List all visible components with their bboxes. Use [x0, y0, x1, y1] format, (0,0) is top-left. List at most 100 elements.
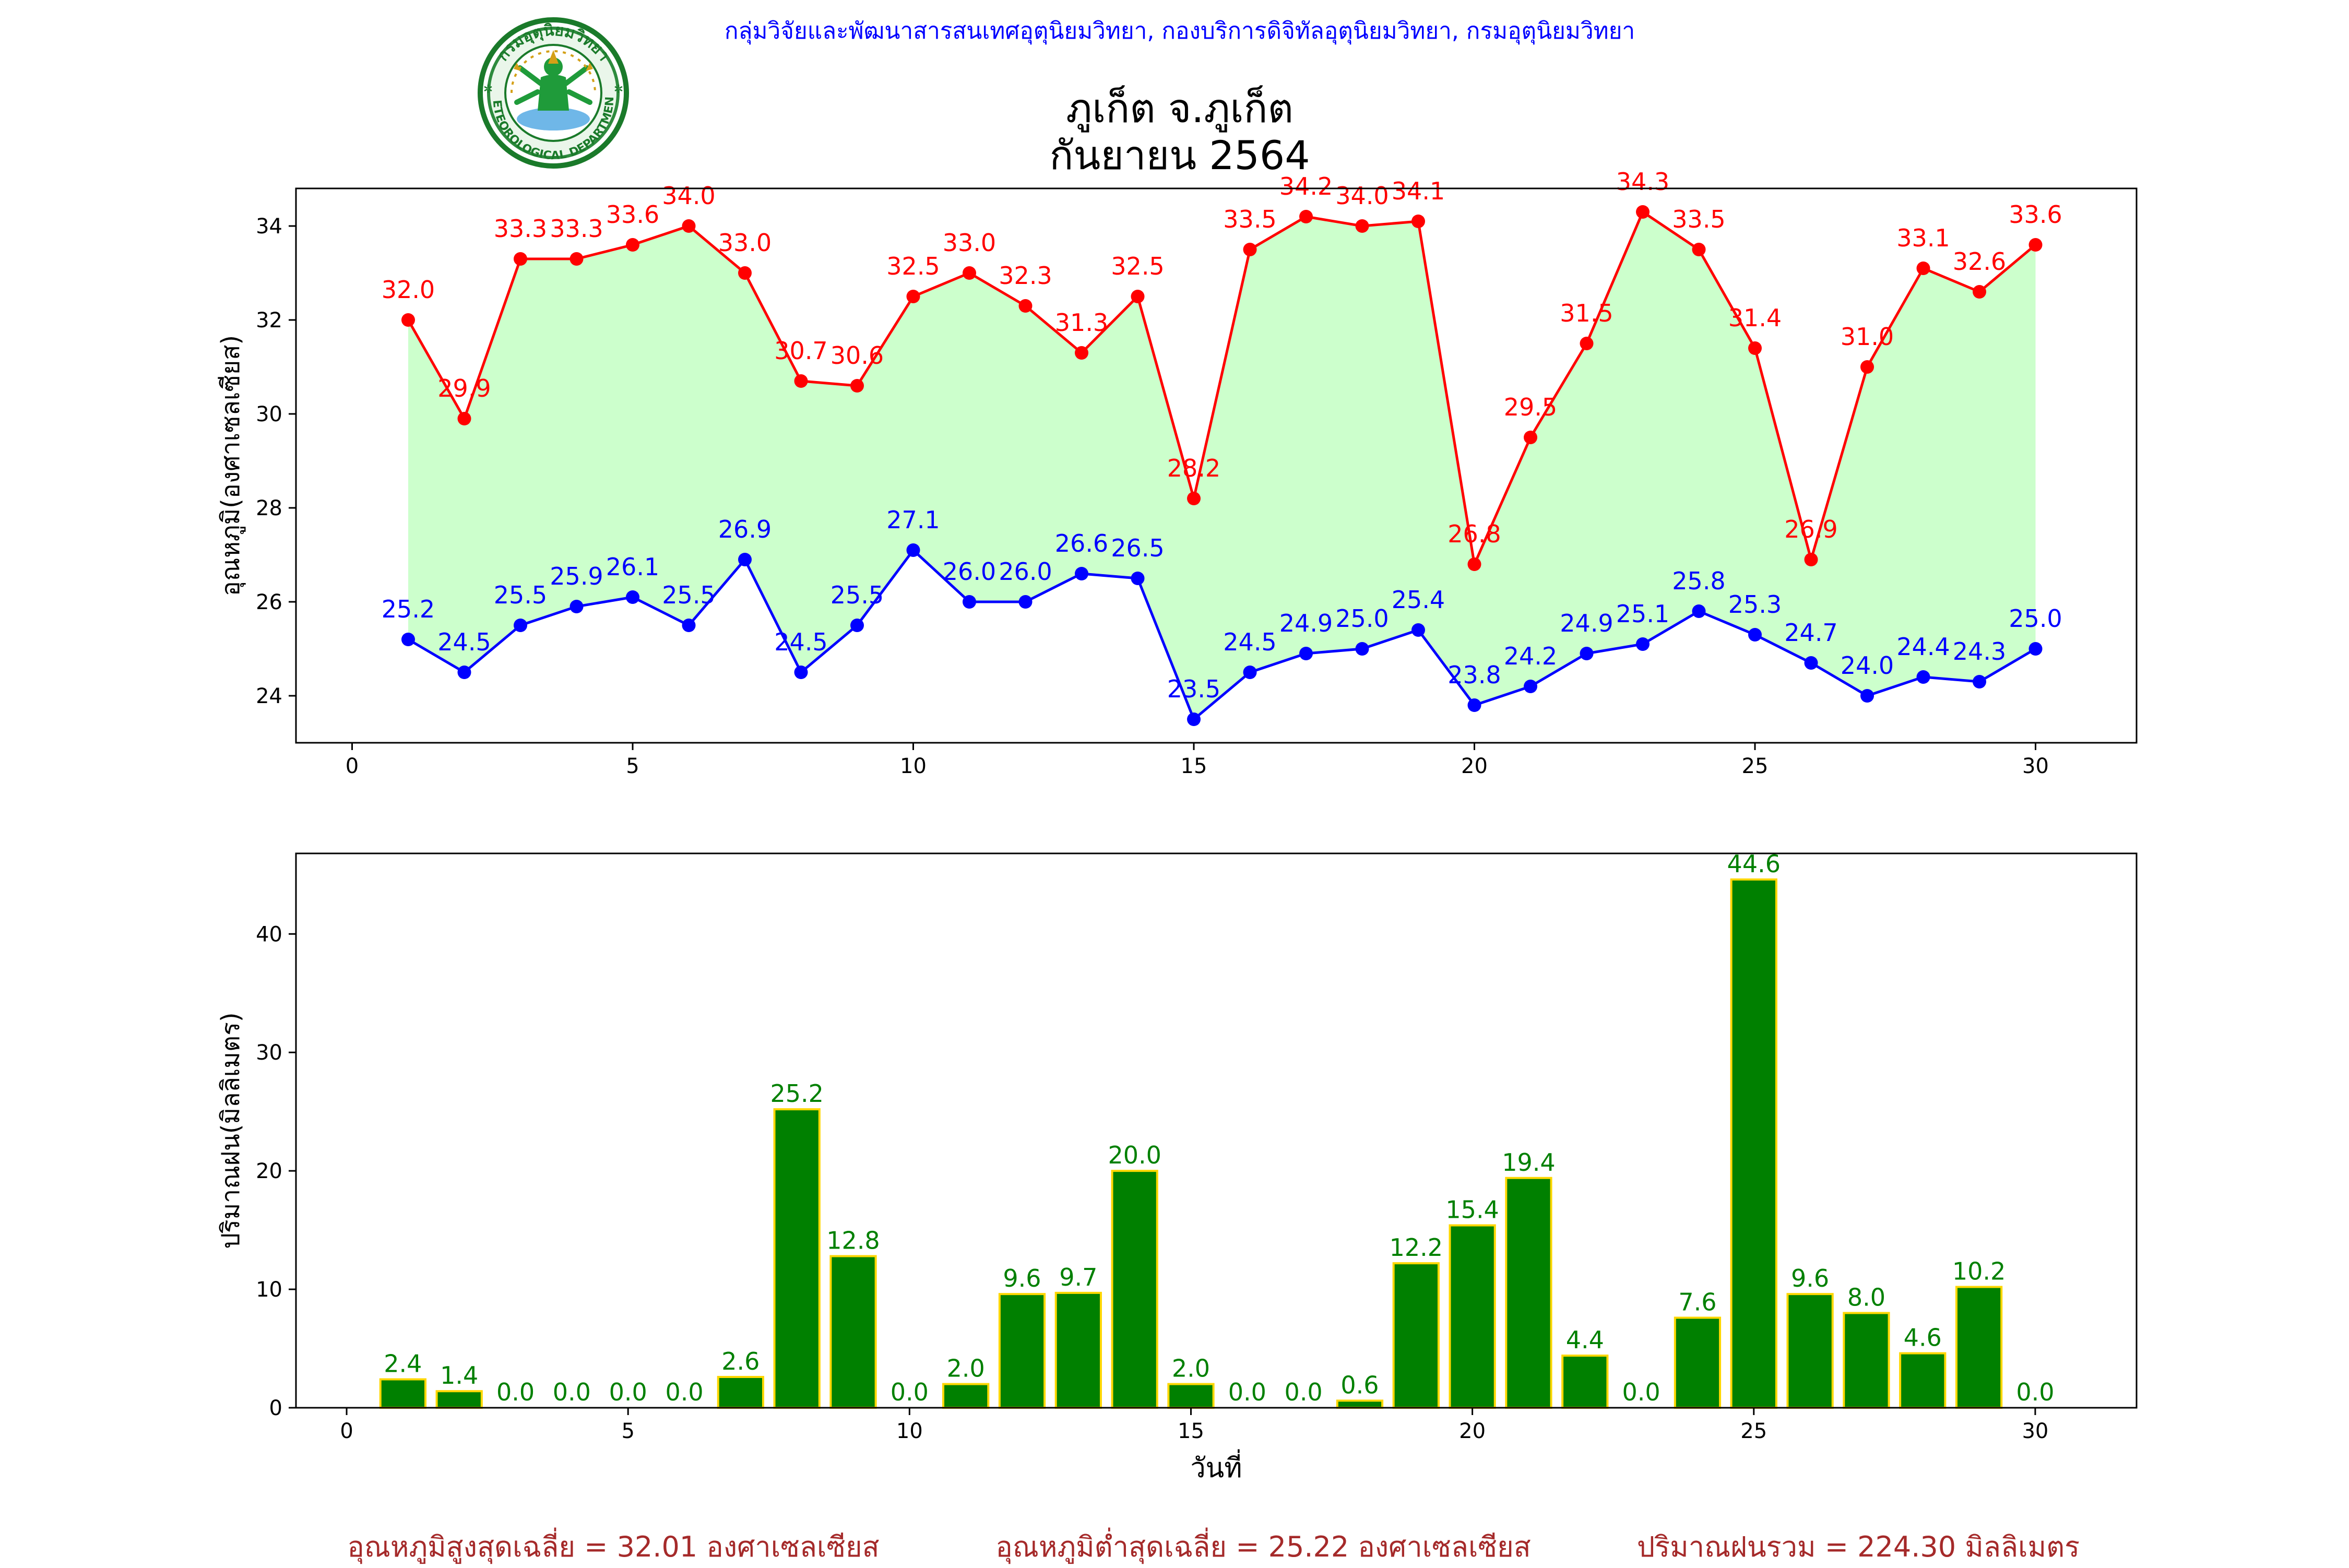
rainfall-data-label: 20.0: [1108, 1141, 1161, 1169]
rainfall-bar: [829, 1255, 877, 1409]
rainfall-bar: [1786, 1293, 1834, 1409]
max-temperature-data-label: 32.0: [382, 276, 435, 304]
min-temperature-point: [963, 595, 976, 609]
rainfall-data-label: 2.0: [947, 1355, 985, 1383]
min-temperature-point: [850, 619, 864, 632]
rainfall-data-label: 9.6: [1791, 1264, 1829, 1292]
min-temperature-data-label: 26.5: [1111, 534, 1164, 562]
rainfall-x-axis-label: วันที่: [1190, 1449, 1242, 1484]
rainfall-data-label: 0.0: [1622, 1378, 1660, 1406]
rainfall-data-label: 12.2: [1390, 1233, 1443, 1262]
logo-star-right: ✲: [614, 83, 623, 96]
min-temperature-point: [1860, 689, 1874, 703]
temperature-y-tick-label: 32: [256, 308, 282, 332]
rainfall-data-label: 4.6: [1904, 1324, 1942, 1352]
rainfall-bar: [1392, 1262, 1440, 1409]
min-temperature-point: [1411, 623, 1425, 637]
max-temperature-data-label: 34.3: [1616, 168, 1669, 196]
max-temperature-data-label: 30.7: [774, 337, 827, 365]
min-temperature-data-label: 23.5: [1167, 675, 1220, 703]
rainfall-data-label: 0.0: [609, 1378, 647, 1406]
temperature-x-tick-label: 10: [900, 754, 927, 778]
temperature-x-tick-label: 0: [346, 754, 359, 778]
max-temperature-point: [794, 374, 808, 388]
temperature-y-tick-label: 34: [256, 215, 282, 239]
rainfall-data-label: 0.6: [1340, 1371, 1379, 1399]
max-temperature-point: [1580, 337, 1594, 350]
max-temperature-point: [1692, 243, 1706, 256]
rainfall-data-label: 19.4: [1502, 1148, 1555, 1177]
rainfall-data-label: 2.6: [721, 1347, 760, 1375]
max-temperature-data-label: 29.9: [437, 374, 491, 402]
organization-line: กลุ่มวิจัยและพัฒนาสารสนเทศอุตุนิยมวิทยา,…: [725, 18, 1635, 45]
min-temperature-point: [626, 590, 639, 604]
min-temperature-point: [1580, 647, 1594, 660]
rainfall-bar: [1843, 1312, 1890, 1409]
rainfall-y-tick-label: 20: [256, 1159, 282, 1183]
rainfall-bar: [1505, 1177, 1552, 1409]
rainfall-bar: [1449, 1224, 1496, 1409]
min-temperature-data-label: 24.7: [1784, 619, 1837, 647]
temperature-chart: 32.029.933.3 33.3 33.634.033.030.7 30.632.5…: [216, 168, 2138, 778]
rainfall-chart: 2.4 1.4 0.0 0.0 0.0 0.0 2.6 25.2 12.8 0.0 2.0 9.6 9.…: [216, 850, 2138, 1484]
min-temperature-data-label: 25.9: [550, 562, 603, 590]
rainfall-bar: [1336, 1399, 1384, 1409]
min-temperature-point: [1524, 680, 1537, 693]
rainfall-data-label: 0.0: [891, 1378, 929, 1406]
max-temperature-data-label: 31.0: [1841, 323, 1894, 351]
rainfall-data-label: 44.6: [1727, 850, 1781, 878]
rainfall-data-label: 15.4: [1445, 1196, 1499, 1224]
temperature-x-tick-label: 25: [1742, 754, 1769, 778]
temperature-y-tick-label: 28: [256, 496, 282, 520]
rainfall-bar: [1111, 1170, 1158, 1409]
rainfall-bar: [435, 1390, 483, 1409]
temperature-y-tick-label: 30: [256, 402, 282, 426]
rainfall-data-label: 9.6: [1003, 1264, 1041, 1292]
max-temperature-point: [1467, 557, 1481, 571]
rainfall-data-label: 2.4: [384, 1350, 422, 1378]
min-temperature-point: [1131, 572, 1145, 585]
min-temperature-data-label: 24.3: [1953, 637, 2006, 666]
rainfall-bar: [379, 1378, 427, 1409]
max-temperature-data-label: 28.2: [1167, 454, 1220, 482]
max-temperature-data-label: 33.5: [1223, 205, 1276, 233]
max-temperature-point: [457, 412, 471, 425]
rainfall-x-tick-label: 5: [621, 1419, 634, 1443]
max-temperature-data-label: 34.2: [1279, 172, 1333, 200]
rainfall-bar: [1730, 878, 1777, 1409]
min-temperature-point: [906, 543, 920, 557]
min-temperature-data-label: 27.1: [886, 506, 940, 534]
min-temperature-point: [1692, 604, 1706, 618]
min-temperature-point: [682, 619, 696, 632]
max-temperature-point: [738, 266, 752, 280]
min-temperature-point: [1075, 567, 1088, 580]
temperature-x-tick-label: 15: [1181, 754, 1207, 778]
rainfall-x-tick-label: 0: [340, 1419, 353, 1443]
rainfall-data-label: 2.0: [1172, 1355, 1210, 1383]
logo-star-left: ✲: [483, 83, 493, 96]
temperature-plot-frame: [295, 187, 2138, 744]
max-temperature-data-label: 33.3: [550, 215, 603, 243]
rainfall-y-axis-label: ปริมาณฝน(มิลลิเมตร): [216, 1012, 245, 1249]
min-temperature-point: [1748, 628, 1762, 642]
min-temperature-point: [1467, 698, 1481, 712]
max-temperature-point: [514, 252, 527, 266]
rainfall-bar: [717, 1376, 764, 1409]
min-temperature-data-label: 25.2: [382, 595, 435, 623]
max-temperature-data-label: 30.6: [831, 341, 884, 370]
min-temperature-data-label: 26.1: [606, 553, 659, 581]
average-max-temperature: อุณหภูมิสูงสุดเฉลี่ย = 32.01 องศาเซลเซีย…: [347, 1527, 879, 1564]
min-temperature-data-label: 25.8: [1672, 567, 1725, 595]
rainfall-data-label: 10.2: [1952, 1257, 2006, 1286]
min-temperature-point: [1299, 647, 1313, 660]
min-temperature-data-label: 24.5: [437, 628, 491, 656]
rainfall-plot-frame: [295, 852, 2138, 1409]
max-temperature-point: [626, 238, 639, 252]
min-temperature-line: [407, 548, 2036, 722]
max-temperature-data-label: 34.1: [1392, 177, 1445, 205]
min-temperature-data-label: 24.9: [1560, 609, 1613, 637]
rainfall-x-tick-label: 10: [896, 1419, 923, 1443]
rainfall-data-label: 0.0: [496, 1378, 535, 1406]
rainfall-bar: [1674, 1316, 1722, 1409]
